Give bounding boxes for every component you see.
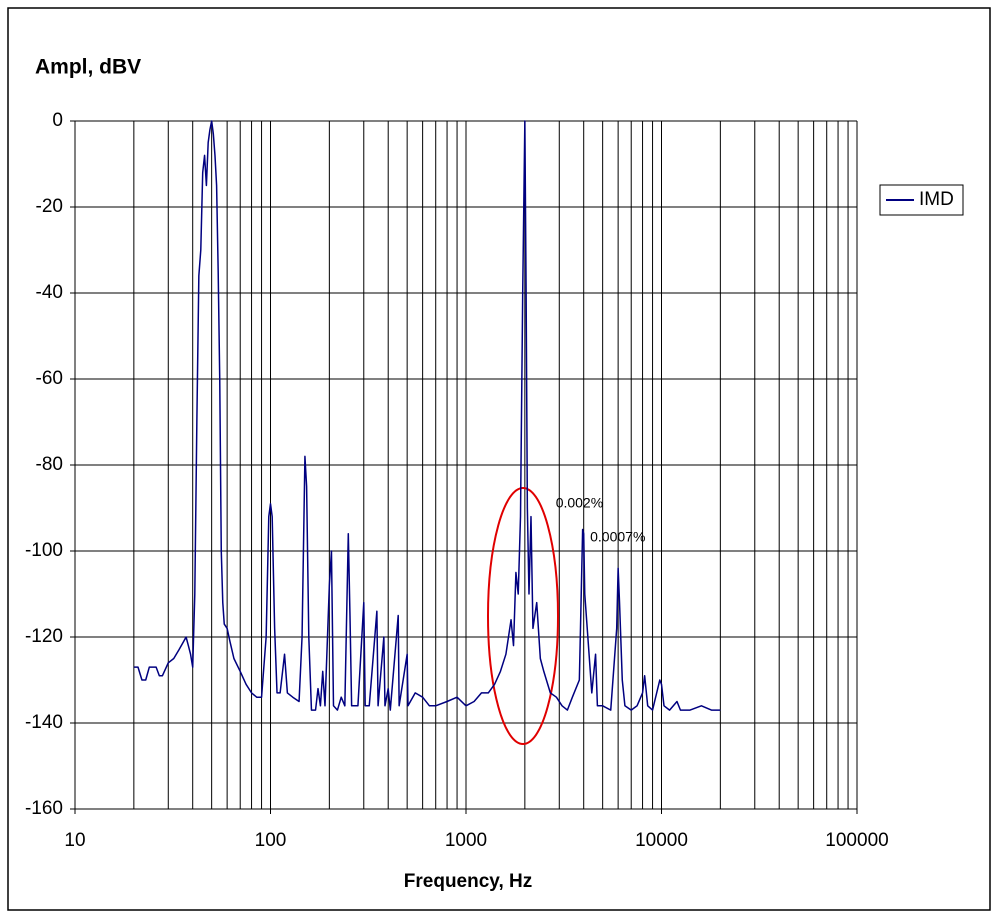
y-tick-label: -60: [36, 368, 63, 389]
y-tick-label: -120: [25, 626, 63, 647]
x-axis-label: Frequency, Hz: [404, 871, 532, 892]
x-tick-label: 100: [255, 830, 287, 851]
annotation: 0.0007%: [590, 529, 645, 545]
y-tick-label: 0: [52, 110, 63, 131]
highlight-ellipse: [487, 487, 559, 745]
y-tick-label: -140: [25, 712, 63, 733]
x-tick-label: 10: [64, 830, 85, 851]
plot-area: [70, 120, 858, 814]
chart-title: Ampl, dBV: [35, 56, 141, 79]
x-tick-label: 1000: [445, 830, 487, 851]
y-tick-label: -20: [36, 196, 63, 217]
x-tick-label: 100000: [825, 830, 888, 851]
annotation: 0.002%: [556, 494, 603, 510]
y-tick-label: -80: [36, 454, 63, 475]
y-tick-label: -100: [25, 540, 63, 561]
y-tick-label: -160: [25, 798, 63, 819]
series-line: [133, 120, 721, 711]
x-tick-label: 10000: [635, 830, 688, 851]
y-tick-label: -40: [36, 282, 63, 303]
legend-label: IMD: [919, 189, 954, 210]
